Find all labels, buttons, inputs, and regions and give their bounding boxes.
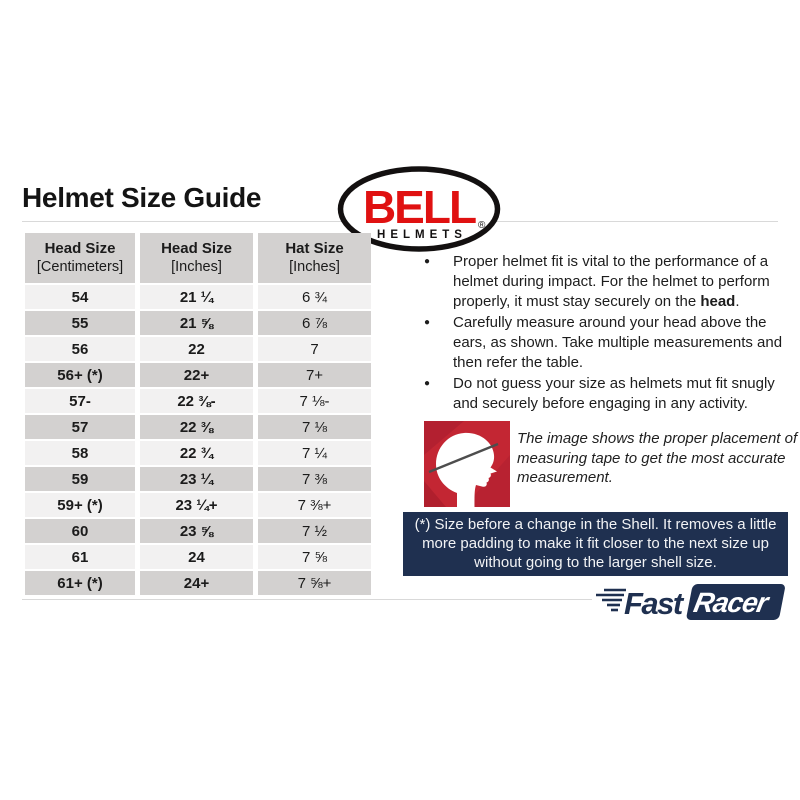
table-cell: 59+ (*) xyxy=(25,493,135,517)
table-cell: 57- xyxy=(25,389,135,413)
registered-trademark-icon: ® xyxy=(478,220,486,231)
footer-divider xyxy=(22,599,592,600)
helmet-size-table: Head Size [Centimeters] Head Size [Inche… xyxy=(25,233,371,595)
table-cell: 23 ¼ xyxy=(140,467,253,491)
column-header-unit: [Inches] xyxy=(171,259,222,275)
table-cell: 58 xyxy=(25,441,135,465)
speed-lines-icon xyxy=(596,588,626,612)
racer-badge: Racer xyxy=(686,584,785,620)
fastracer-logo: Fast Racer xyxy=(588,583,788,621)
table-cell: 24 xyxy=(140,545,253,569)
bell-logo-subtext: HELMETS xyxy=(377,229,467,241)
fit-tips-list: Proper helmet fit is vital to the perfor… xyxy=(404,252,797,415)
bullet-text: Do not guess your size as helmets mut fi… xyxy=(453,375,775,412)
table-cell: 55 xyxy=(25,311,135,335)
page-title: Helmet Size Guide xyxy=(22,182,262,213)
column-header-hat-size-in: Hat Size [Inches] xyxy=(258,233,371,283)
table-cell: 57 xyxy=(25,415,135,439)
table-cell: 7 ⅜+ xyxy=(258,493,371,517)
table-cell: 21 ¼ xyxy=(140,285,253,309)
table-cell: 59 xyxy=(25,467,135,491)
table-cell: 23 ¼+ xyxy=(140,493,253,517)
table-cell: 7 ⅜ xyxy=(258,467,371,491)
bullet-text-bold: head xyxy=(700,293,736,310)
bullet-text: Carefully measure around your head above… xyxy=(453,314,783,371)
table-cell: 56+ (*) xyxy=(25,363,135,387)
table-cell: 23 ⅝ xyxy=(140,519,253,543)
fastracer-fast-text: Fast xyxy=(624,586,685,621)
note-line: (*) Size before a change in the Shell. I… xyxy=(414,516,777,533)
bell-logo-oval xyxy=(337,166,501,252)
table-cell: 61 xyxy=(25,545,135,569)
list-item-proper-fit: Proper helmet fit is vital to the perfor… xyxy=(404,252,797,312)
table-cell: 22 ⅜- xyxy=(140,389,253,413)
table-cell: 7 xyxy=(258,337,371,361)
table-cell: 6 ⅞ xyxy=(258,311,371,335)
head-measurement-image xyxy=(424,421,510,507)
table-cell: 22 xyxy=(140,337,253,361)
note-line: without going to the larger shell size. xyxy=(474,554,717,571)
table-cell: 22+ xyxy=(140,363,253,387)
shell-size-note: (*) Size before a change in the Shell. I… xyxy=(403,512,788,576)
bullet-text: Proper helmet fit is vital to the perfor… xyxy=(453,253,770,310)
table-cell: 24+ xyxy=(140,571,253,595)
fastracer-logo-graphic: Fast Racer xyxy=(596,584,785,621)
table-cell: 61+ (*) xyxy=(25,571,135,595)
table-cell: 7 ¼ xyxy=(258,441,371,465)
bell-logo-wordmark: BELL xyxy=(363,181,476,233)
table-cell: 7 ⅛- xyxy=(258,389,371,413)
table-cell: 22 ¾ xyxy=(140,441,253,465)
table-cell: 7 ⅛ xyxy=(258,415,371,439)
list-item-no-guess: Do not guess your size as helmets mut fi… xyxy=(404,374,797,414)
table-cell: 60 xyxy=(25,519,135,543)
column-header-title: Hat Size xyxy=(285,240,344,257)
column-header-head-size-in: Head Size [Inches] xyxy=(140,233,253,283)
column-header-head-size-cm: Head Size [Centimeters] xyxy=(25,233,135,283)
table-cell: 56 xyxy=(25,337,135,361)
table-cell: 22 ⅜ xyxy=(140,415,253,439)
column-header-unit: [Centimeters] xyxy=(36,259,124,275)
table-cell: 7 ⅝ xyxy=(258,545,371,569)
column-header-unit: [Inches] xyxy=(289,259,340,275)
note-line: more padding to make it fit closer to th… xyxy=(422,535,769,552)
table-cell: 54 xyxy=(25,285,135,309)
figure-caption: The image shows the proper placement of … xyxy=(517,430,800,486)
column-header-title: Head Size xyxy=(44,240,116,257)
bell-logo-graphic: BELL ® HELMETS xyxy=(337,166,501,252)
fastracer-racer-text: Racer xyxy=(691,586,773,618)
table-cell: 21 ⅝ xyxy=(140,311,253,335)
column-header-title: Head Size xyxy=(161,240,232,257)
table-cell: 7+ xyxy=(258,363,371,387)
list-item-measure: Carefully measure around your head above… xyxy=(404,313,797,373)
table-cell: 7 ⅝+ xyxy=(258,571,371,595)
measuring-tape-line xyxy=(428,442,499,474)
table-cell: 7 ½ xyxy=(258,519,371,543)
bell-helmets-logo: BELL ® HELMETS xyxy=(337,166,501,252)
table-cell: 6 ¾ xyxy=(258,285,371,309)
head-silhouette-icon xyxy=(424,421,510,507)
bullet-text-tail: . xyxy=(735,293,740,310)
